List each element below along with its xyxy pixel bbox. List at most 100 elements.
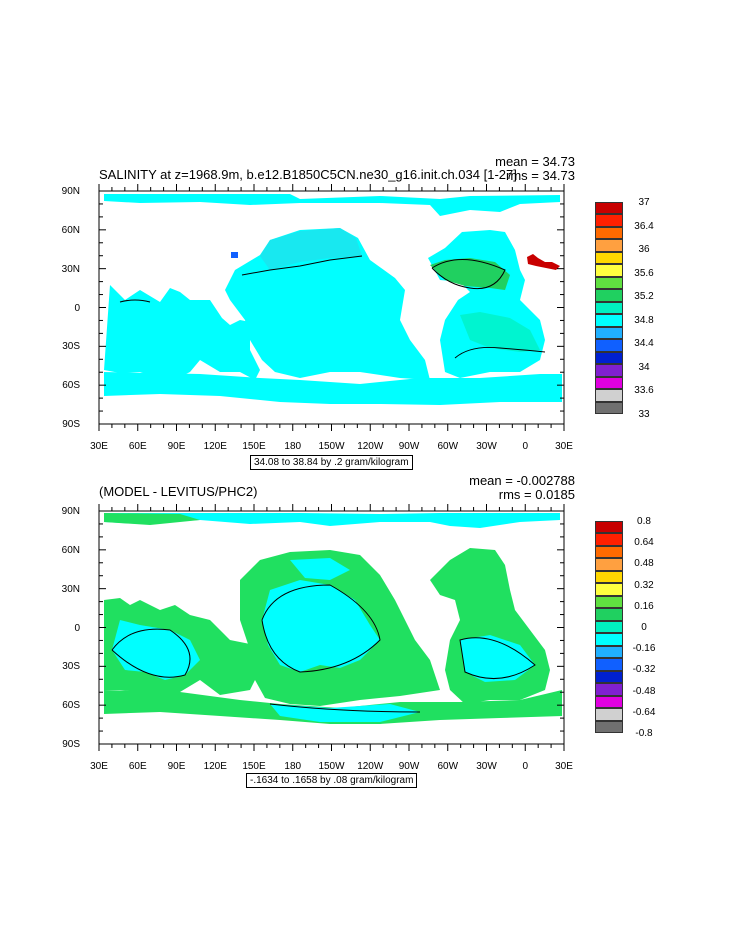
- legend-swatch: [595, 326, 623, 340]
- panel2-contour-info: -.1634 to .1658 by .08 gram/kilogram: [246, 773, 418, 788]
- legend-swatch: [595, 658, 623, 671]
- panel1-lat-label: 60N: [61, 224, 80, 236]
- legend-swatch: [595, 545, 623, 559]
- panel2-lon-label: 120W: [357, 761, 384, 772]
- legend-swatch: [595, 533, 623, 546]
- panel2-lat-label: 60S: [62, 700, 80, 712]
- legend-swatch: [595, 239, 623, 252]
- legend-label: 35.2: [634, 291, 654, 303]
- panel1-title: SALINITY at z=1968.9m, b.e12.B1850C5CN.n…: [99, 167, 517, 182]
- panel2-lat-label: 90N: [61, 506, 80, 517]
- legend-label: 0: [641, 622, 647, 633]
- legend-label: 0.48: [634, 558, 654, 570]
- legend-swatch: [595, 301, 623, 315]
- panel1-lat-label: 0: [74, 302, 80, 314]
- legend-label: 0.64: [634, 537, 654, 549]
- panel2-lon-label: 60E: [128, 761, 147, 772]
- legend-label: 0.8: [637, 516, 651, 527]
- legend-swatch: [595, 683, 623, 696]
- panel2-title: (MODEL - LEVITUS/PHC2): [99, 484, 258, 499]
- legend-swatch: [595, 608, 623, 621]
- panel1-mean: mean = 34.73: [495, 154, 575, 169]
- legend-label: 34.8: [634, 314, 654, 326]
- legend-swatch: [595, 389, 623, 402]
- panel1-lon-label: 150E: [242, 441, 266, 452]
- legend-swatch: [595, 226, 623, 240]
- panel2-ocean-fill: [104, 513, 562, 724]
- panel2-lat-label: 30S: [62, 661, 80, 673]
- legend-swatch: [595, 595, 623, 609]
- legend-label: 33: [638, 409, 650, 420]
- legend-swatch: [595, 214, 623, 227]
- legend-swatch: [595, 558, 623, 571]
- legend-label: -0.48: [632, 685, 656, 697]
- panel1-lon-label: 150W: [318, 441, 345, 452]
- panel2-lon-label: 30W: [476, 761, 497, 772]
- panel1-lon-label: 120W: [357, 441, 384, 452]
- legend-label: 37: [638, 197, 650, 208]
- panel2-mean: mean = -0.002788: [469, 473, 575, 488]
- legend-swatch: [595, 708, 623, 721]
- panel1-lat-label: 90N: [61, 186, 80, 197]
- legend-label: 36: [638, 244, 650, 256]
- legend-label: 33.6: [634, 385, 654, 397]
- panel1-lat-label: 30S: [62, 341, 80, 353]
- panel1-lon-label: 180: [284, 441, 302, 452]
- legend-label: 35.6: [634, 267, 654, 279]
- panel1-lon-label: 120E: [203, 441, 227, 452]
- legend-swatch: [595, 202, 623, 215]
- legend-label: 34: [638, 361, 650, 373]
- panel2-lon-label: 0: [522, 761, 529, 772]
- panel2-lon-label: 60W: [437, 761, 459, 772]
- panel1-lon-label: 30E: [90, 441, 108, 452]
- legend-label: 34.4: [634, 338, 654, 350]
- legend-swatch: [595, 264, 623, 277]
- legend-swatch: [595, 289, 623, 302]
- panel2-lon-label: 30E: [555, 761, 573, 772]
- legend-swatch: [595, 364, 623, 377]
- panel1-ocean-fill: [104, 194, 562, 405]
- legend-swatch: [595, 401, 623, 414]
- panel1-contour-info: 34.08 to 38.84 by .2 gram/kilogram: [250, 455, 413, 470]
- legend-swatch: [595, 633, 623, 646]
- legend-swatch: [595, 695, 623, 709]
- legend-swatch: [595, 339, 623, 352]
- panel1-lon-label: 30W: [476, 441, 497, 452]
- panel1-lat-label: 60S: [62, 380, 80, 392]
- axis-ticks: [98, 184, 565, 751]
- legend-label: -0.32: [632, 664, 656, 676]
- legend-label: 36.4: [634, 220, 654, 232]
- panel1-lat-label: 30N: [61, 263, 80, 275]
- legend-swatch: [595, 251, 623, 265]
- panel2-lat-label: 60N: [61, 544, 80, 556]
- panel2-lon-label: 180: [284, 761, 302, 772]
- panel2-lon-label: 120E: [203, 761, 227, 772]
- legend-swatch: [595, 351, 623, 365]
- panel2-rms: rms = 0.0185: [498, 487, 575, 502]
- panel2-lat-label: 0: [74, 622, 80, 634]
- panel1-lon-label: 60W: [437, 441, 459, 452]
- panel2-lon-label: 150E: [242, 761, 266, 772]
- panel1-lon-label: 60E: [128, 441, 147, 452]
- panel2-lon-label: 90E: [167, 761, 186, 772]
- legend-label: -0.16: [632, 643, 656, 655]
- panel1-lon-label: 30E: [555, 441, 573, 452]
- legend-label: 0.16: [634, 600, 654, 612]
- legend-swatch: [595, 570, 623, 584]
- legend-swatch: [595, 583, 623, 596]
- panel1-rms: rms = 34.73: [505, 168, 575, 183]
- panel1-lon-label: 90W: [398, 441, 420, 452]
- legend-swatch: [595, 521, 623, 534]
- legend-swatch: [595, 720, 623, 733]
- legend-label: -0.64: [632, 706, 656, 718]
- legend-swatch: [595, 670, 623, 684]
- panel1-lon-label: 90E: [167, 441, 186, 452]
- legend-label: 0.32: [634, 579, 654, 591]
- panel2-lat-label: 30N: [61, 583, 80, 595]
- panel2-lon-label: 150W: [318, 761, 345, 772]
- panel2-lon-label: 90W: [398, 761, 420, 772]
- legend-swatch: [595, 376, 623, 390]
- panel2-lon-label: 30E: [90, 761, 108, 772]
- panel1-lat-label: 90S: [62, 419, 80, 430]
